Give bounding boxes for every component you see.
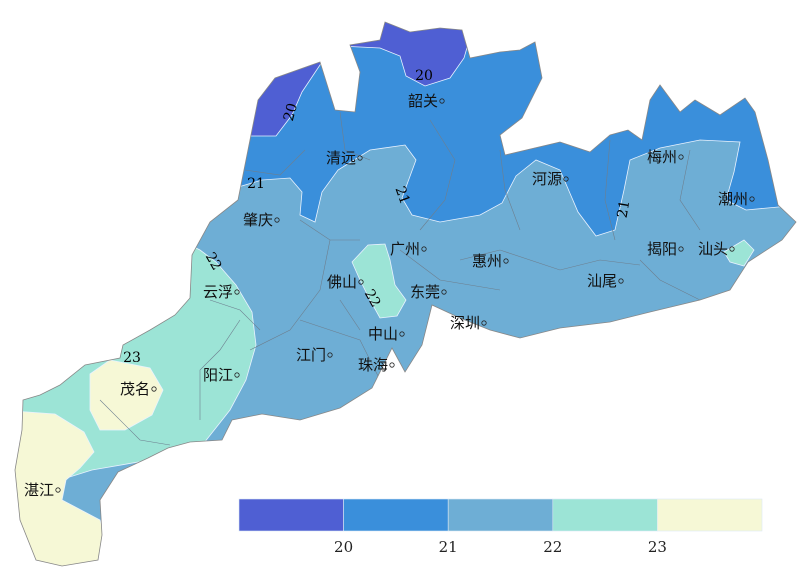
- city-marker-icon: [729, 246, 735, 252]
- city-label: 珠海: [358, 356, 388, 374]
- city-marker-icon: [503, 258, 509, 264]
- city-marker-icon: [441, 289, 447, 295]
- contour-label: 22: [361, 287, 384, 310]
- colorbar-swatch: [552, 498, 658, 532]
- city-label: 汕头: [698, 240, 728, 258]
- city-label: 广州: [390, 240, 420, 258]
- city-marker-icon: [234, 372, 240, 378]
- city-label: 韶关: [408, 92, 438, 110]
- city-marker-icon: [618, 278, 624, 284]
- district-boundaries: [99, 111, 701, 446]
- city-label: 云浮: [203, 283, 233, 301]
- city-marker-icon: [151, 386, 157, 392]
- city-marker-icon: [678, 154, 684, 160]
- band-22-23-guangzhou: [351, 243, 407, 319]
- city-label: 江门: [296, 346, 326, 364]
- district-boundary: [419, 119, 456, 231]
- contour-label: 22: [202, 250, 225, 273]
- district-boundary: [604, 139, 616, 241]
- city-label: 梅州: [647, 148, 677, 166]
- district-boundary: [499, 149, 521, 231]
- district-boundary: [299, 319, 381, 381]
- city-marker-icon: [678, 246, 684, 252]
- district-boundary: [99, 399, 171, 446]
- city-label: 茂名: [120, 380, 150, 398]
- city-marker-icon: [55, 487, 61, 493]
- band-above-23-zhanjiang: [15, 409, 121, 566]
- province-outline: [14, 21, 797, 567]
- city-label: 清远: [326, 149, 356, 167]
- district-boundary: [399, 249, 501, 291]
- district-boundary: [199, 319, 241, 420]
- city-marker-icon: [357, 155, 363, 161]
- city-marker-icon: [481, 320, 487, 326]
- city-marker-icon: [563, 176, 569, 182]
- colorbar-swatch: [343, 498, 449, 532]
- city-marker-icon: [421, 246, 427, 252]
- colorbar-tick-label: 23: [648, 538, 667, 556]
- city-label: 深圳: [450, 314, 480, 332]
- city-label: 肇庆: [243, 211, 273, 229]
- colorbar-tick-label: 21: [439, 538, 458, 556]
- contour-label: 21: [391, 184, 412, 206]
- city-label: 揭阳: [647, 240, 677, 258]
- city-label: 佛山: [327, 273, 357, 291]
- city-marker-icon: [749, 196, 755, 202]
- city-label: 河源: [532, 170, 562, 188]
- city-marker-icon: [358, 279, 364, 285]
- city-label: 潮州: [718, 190, 748, 208]
- colorbar-swatch: [657, 498, 763, 532]
- band-22-23-shantou: [723, 239, 755, 267]
- city-marker-icon: [234, 289, 240, 295]
- district-boundary: [244, 149, 306, 176]
- colorbar-swatch: [447, 498, 554, 532]
- band-above-23-maoming: [89, 359, 164, 431]
- colorbar-legend: 20 21 22 23: [238, 498, 763, 556]
- district-boundary: [339, 299, 361, 331]
- city-label: 东莞: [410, 283, 440, 301]
- city-label: 惠州: [472, 252, 502, 270]
- contour-label: 20: [415, 68, 433, 84]
- city-label: 汕尾: [587, 272, 617, 290]
- district-boundary: [639, 259, 701, 301]
- district-boundary: [209, 299, 261, 331]
- city-label: 湛江: [24, 481, 54, 499]
- contour-label: 23: [123, 350, 141, 366]
- district-boundary: [459, 249, 641, 271]
- city-label: 中山: [368, 325, 398, 343]
- city-marker-icon: [399, 331, 405, 337]
- city-marker-icon: [439, 98, 445, 104]
- city-marker-icon: [389, 362, 395, 368]
- contour-label: 20: [281, 102, 301, 123]
- city-marker-icon: [274, 217, 280, 223]
- district-boundary: [679, 149, 701, 231]
- city-label: 阳江: [203, 366, 233, 384]
- district-boundary: [249, 239, 331, 351]
- colorbar-tick-label: 20: [334, 538, 353, 556]
- city-marker-icon: [327, 352, 333, 358]
- contour-labels: 20 20 21 21 21 22 22 23: [123, 68, 633, 366]
- contour-label: 21: [247, 176, 265, 192]
- colorbar-tick-label: 22: [543, 538, 562, 556]
- contour-label: 21: [615, 199, 634, 219]
- colorbar-swatch: [238, 498, 344, 532]
